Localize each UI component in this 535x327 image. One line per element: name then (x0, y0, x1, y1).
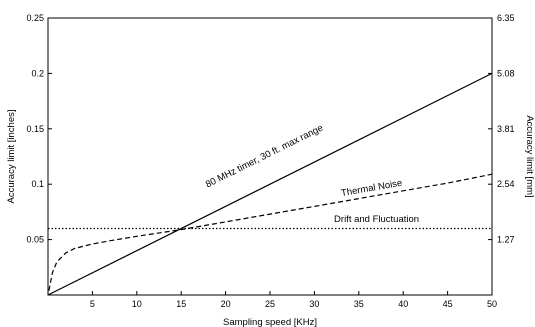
annotations-layer: 80 MHz timer, 30 ft. max range Thermal No… (204, 123, 419, 225)
series-line-1 (47, 72, 493, 296)
y-right-tick-label: 3.81 (497, 124, 515, 134)
x-tick-label: 25 (265, 299, 275, 309)
y-left-tick-label: 0.1 (31, 179, 44, 189)
annotation-3: Drift and Fluctuation (334, 214, 419, 225)
y-left-tick-label: 0.15 (26, 124, 44, 134)
y-axis-label-left: Accuracy limit [inches] (6, 110, 17, 204)
y-left-tick-label: 0.25 (26, 13, 44, 23)
x-tick-label: 45 (443, 299, 453, 309)
x-tick-label: 5 (90, 299, 95, 309)
x-axis-label: Sampling speed [KHz] (223, 317, 317, 327)
x-tick-label: 10 (132, 299, 142, 309)
ticks-layer: 5 10 15 20 25 30 35 40 45 50 0.05 0.1 0.15 0.2 0.25 1.2… (26, 13, 514, 309)
x-tick-label: 30 (309, 299, 319, 309)
y-axis-label-right: Accuracy limit [mm] (524, 115, 535, 197)
y-left-tick-label: 0.2 (31, 68, 44, 78)
y-right-tick-label: 2.54 (497, 179, 515, 189)
x-tick-label: 35 (354, 299, 364, 309)
annotation-1: 80 MHz timer, 30 ft. max range (204, 123, 325, 191)
y-right-tick-label: 1.27 (497, 235, 515, 245)
series-line-2 (48, 173, 493, 291)
x-tick-label: 50 (487, 299, 497, 309)
series-layer (47, 72, 493, 296)
y-left-tick-label: 0.05 (26, 235, 44, 245)
y-right-tick-label: 5.08 (497, 68, 515, 78)
x-tick-label: 20 (221, 299, 231, 309)
x-tick-label: 40 (398, 299, 408, 309)
y-right-tick-label: 6.35 (497, 13, 515, 23)
x-tick-label: 15 (176, 299, 186, 309)
